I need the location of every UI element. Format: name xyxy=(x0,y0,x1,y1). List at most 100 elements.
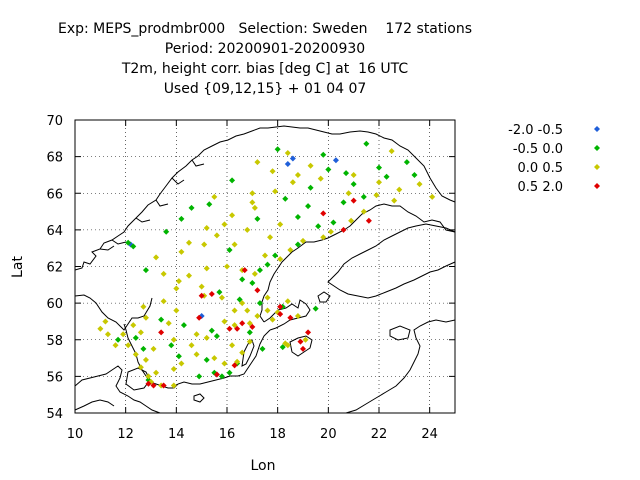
station-point-green xyxy=(330,219,337,226)
coastline-south-norway xyxy=(74,294,153,331)
station-point-green xyxy=(236,296,243,303)
station-point-red xyxy=(145,380,152,387)
station-point-green xyxy=(360,193,367,200)
station-point-red xyxy=(234,325,241,332)
station-point-green xyxy=(325,166,332,173)
station-point-red xyxy=(249,323,256,330)
y-tick-label: 68 xyxy=(46,151,63,166)
station-point-yellow xyxy=(294,312,301,319)
station-point-red xyxy=(277,303,284,310)
station-point-red xyxy=(320,210,327,217)
legend-label: 0.5 2.0 xyxy=(518,180,563,195)
station-point-yellow xyxy=(300,237,306,244)
station-point-yellow xyxy=(289,179,296,186)
station-point-green xyxy=(305,203,312,210)
coastline-norway-inlets xyxy=(99,159,205,251)
station-point-green xyxy=(163,228,170,235)
station-point-green xyxy=(383,173,390,180)
station-point-yellow xyxy=(165,320,172,327)
coastline-baltics xyxy=(345,319,456,414)
legend-marker-blue xyxy=(594,126,600,132)
station-point-yellow xyxy=(239,349,246,356)
coastline-sweden-east xyxy=(123,323,271,389)
station-point-yellow xyxy=(170,382,177,389)
station-point-green xyxy=(226,247,233,254)
station-point-yellow xyxy=(284,298,291,305)
station-point-green xyxy=(279,344,286,351)
station-point-red xyxy=(254,287,261,294)
station-point-green xyxy=(213,333,220,340)
station-point-yellow xyxy=(254,312,261,319)
station-point-yellow xyxy=(173,285,180,292)
y-tick-label: 60 xyxy=(46,297,63,312)
legend-label: 0.0 0.5 xyxy=(518,161,563,176)
station-point-green xyxy=(239,276,246,283)
station-point-green xyxy=(315,223,322,230)
station-point-yellow xyxy=(112,342,119,349)
station-point-yellow xyxy=(373,192,380,199)
coastline-stockholm xyxy=(263,299,311,331)
y-tick-label: 70 xyxy=(46,114,63,129)
station-point-green xyxy=(282,195,289,202)
station-point-yellow xyxy=(211,355,218,362)
station-point-yellow xyxy=(140,303,147,310)
coastline-finland xyxy=(327,223,456,299)
station-point-green xyxy=(216,289,223,296)
station-point-yellow xyxy=(201,241,208,248)
station-point-yellow xyxy=(429,193,436,200)
y-tick-label: 54 xyxy=(46,407,63,422)
station-point-red xyxy=(160,382,167,389)
x-axis-label: Lon xyxy=(251,458,276,474)
station-point-green xyxy=(254,215,261,222)
x-tick-label: 16 xyxy=(219,427,236,442)
station-point-yellow xyxy=(145,373,152,380)
station-point-yellow xyxy=(186,272,192,279)
x-tick-label: 18 xyxy=(269,427,286,442)
station-point-yellow xyxy=(186,239,192,246)
station-point-red xyxy=(198,292,205,299)
legend-label: -2.0 -0.5 xyxy=(508,123,563,138)
coastline-gulf-of-bothnia xyxy=(259,203,456,323)
station-point-yellow xyxy=(249,190,256,197)
station-point-yellow xyxy=(130,322,137,329)
station-point-yellow xyxy=(132,351,139,358)
station-point-yellow xyxy=(345,190,352,197)
aland-islands xyxy=(317,291,331,303)
station-point-yellow xyxy=(246,320,253,327)
station-point-yellow xyxy=(203,265,210,272)
coastline xyxy=(74,125,456,414)
station-point-yellow xyxy=(376,179,382,186)
station-point-yellow xyxy=(170,366,177,373)
station-point-yellow xyxy=(173,307,180,314)
title-line-1: Exp: MEPS_prodmbr000 Selection: Sweden 1… xyxy=(57,21,473,37)
station-point-green xyxy=(272,252,279,259)
station-point-blue xyxy=(332,157,339,164)
station-point-green xyxy=(350,181,357,188)
coastline-denmark xyxy=(74,365,161,414)
y-tick-label: 66 xyxy=(46,187,63,202)
legend: -2.0 -0.5 -0.5 0.0 0.0 0.5 0.5 2.0 xyxy=(508,123,600,195)
station-point-yellow xyxy=(307,162,314,169)
y-tick-label: 62 xyxy=(46,261,63,276)
y-tick-label: 56 xyxy=(46,370,63,385)
legend-marker-yellow xyxy=(594,164,600,170)
station-point-yellow xyxy=(221,360,228,367)
grid-lines xyxy=(75,120,455,413)
station-point-red xyxy=(365,217,372,224)
station-point-yellow xyxy=(249,199,256,206)
station-point-yellow xyxy=(262,252,268,259)
station-point-green xyxy=(115,336,122,343)
station-point-yellow xyxy=(211,193,218,200)
station-point-yellow xyxy=(284,149,291,156)
coastline-norway xyxy=(74,125,456,271)
station-point-green xyxy=(125,239,132,246)
station-point-red xyxy=(241,267,248,274)
station-point-yellow xyxy=(160,270,167,277)
station-point-yellow xyxy=(234,358,241,365)
station-point-red xyxy=(287,314,294,321)
title-line-3: T2m, height corr. bias [deg C] at 16 UTC xyxy=(121,61,409,77)
legend-marker-green xyxy=(594,145,600,151)
station-point-green xyxy=(130,243,137,250)
station-point-yellow xyxy=(178,248,185,255)
station-point-yellow xyxy=(142,356,149,363)
